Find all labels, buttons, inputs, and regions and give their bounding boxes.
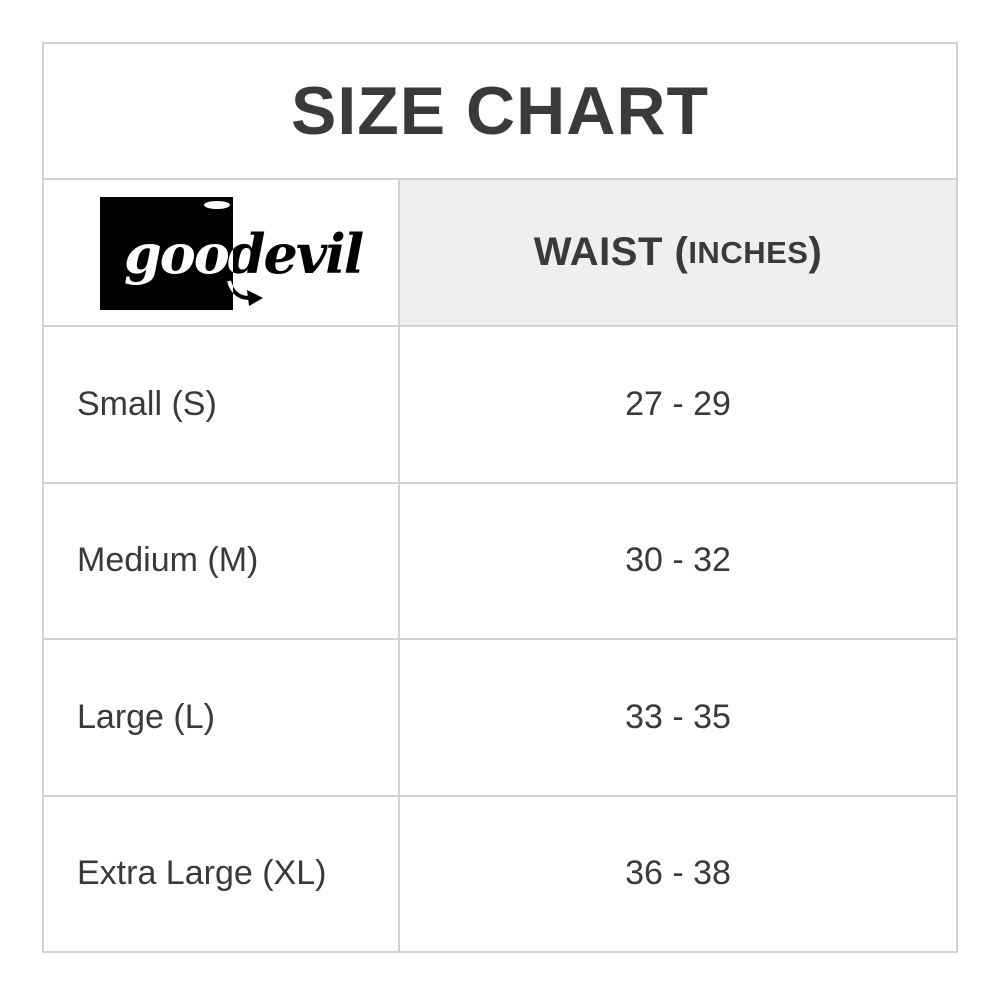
page-title: SIZE CHART xyxy=(291,73,709,149)
logo-black-box xyxy=(100,197,233,310)
devil-tail-arrow-icon xyxy=(233,285,263,306)
waist-header-close-paren: ) xyxy=(808,230,823,274)
waist-range-small: 27 - 29 xyxy=(398,325,956,482)
goodevil-logo: goodevil goodevil xyxy=(100,197,372,310)
waist-range-medium: 30 - 32 xyxy=(398,481,956,638)
size-label-medium: Medium (M) xyxy=(44,481,398,639)
size-label-extra-large: Extra Large (XL) xyxy=(44,794,398,952)
logo-layer-black: goodevil xyxy=(124,197,372,310)
waist-range-large: 33 - 35 xyxy=(398,638,956,795)
halo-icon xyxy=(204,201,230,209)
brand-wordmark: goodevil xyxy=(124,222,364,286)
column-header-waist: WAIST (INCHES) xyxy=(398,178,956,325)
waist-header-unit: INCHES xyxy=(688,234,809,270)
size-label-large: Large (L) xyxy=(44,638,398,795)
brand-logo-cell: goodevil goodevil xyxy=(44,178,398,325)
size-chart-table: SIZE CHART goodevil goodevil xyxy=(42,42,958,953)
waist-header-label: WAIST ( xyxy=(533,230,689,274)
waist-range-extra-large: 36 - 38 xyxy=(398,794,956,951)
size-label-small: Small (S) xyxy=(44,325,398,482)
